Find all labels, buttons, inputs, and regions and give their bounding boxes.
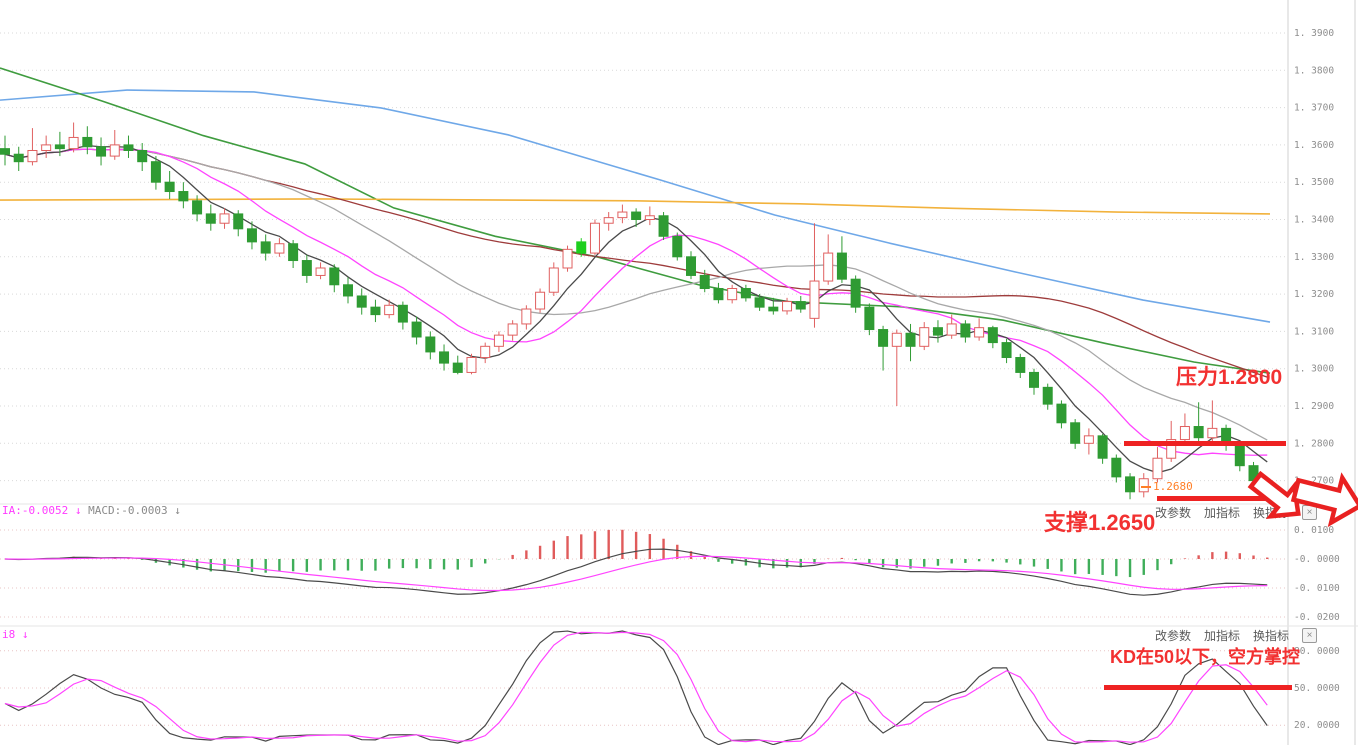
- axis-tick-label: 1. 3500: [1294, 177, 1334, 188]
- axis-tick-label: -0. 0200: [1294, 612, 1340, 623]
- price-tag-value: 1.2680: [1153, 480, 1193, 493]
- switch-indicator-link[interactable]: 换指标: [1253, 506, 1290, 520]
- axis-tick-label: -0. 0000: [1294, 554, 1340, 565]
- long-ma-lines: [0, 67, 1271, 374]
- change-params-link[interactable]: 改参数: [1155, 629, 1192, 643]
- macd-indicator: [4, 529, 1269, 596]
- kd-annotation: KD在50以下，空方掌控: [1110, 647, 1301, 667]
- last-price-tag: 1.2680: [1141, 480, 1193, 493]
- close-icon[interactable]: ×: [1302, 505, 1318, 520]
- dea-value: IA:-0.0052 ↓: [2, 504, 82, 517]
- axis-tick-label: -0. 0100: [1294, 583, 1340, 594]
- support-annotation: 支撑1.2650: [1044, 510, 1156, 535]
- macd-toolbar: 改参数 加指标 换指标 ×: [1155, 504, 1318, 521]
- resistance-line: [1124, 441, 1286, 446]
- axis-tick-label: 1. 3600: [1294, 140, 1334, 151]
- axis-tick-label: 1. 2800: [1294, 438, 1334, 449]
- axis-tick-label: 1. 2700: [1294, 476, 1334, 487]
- kd-50-line: [1104, 685, 1292, 690]
- macd-header: IA:-0.0052 ↓ MACD:-0.0003 ↓: [2, 504, 181, 517]
- axis-tick-label: 50. 0000: [1294, 683, 1340, 694]
- axis-tick-label: 1. 2900: [1294, 401, 1334, 412]
- switch-indicator-link[interactable]: 换指标: [1253, 629, 1290, 643]
- resistance-annotation: 压力1.2800: [1176, 366, 1283, 389]
- price-axis-labels: 1. 3900 1. 3800 1. 3700 1. 3600 1. 3500 1. 34…: [1294, 28, 1340, 731]
- axis-tick-label: 1. 3100: [1294, 326, 1334, 337]
- kd-header: i8 ↓: [2, 628, 29, 641]
- axis-tick-label: 20. 0000: [1294, 720, 1340, 731]
- kd-toolbar: 改参数 加指标 换指标 ×: [1155, 627, 1318, 644]
- axis-tick-label: 1. 3700: [1294, 103, 1334, 114]
- add-indicator-link[interactable]: 加指标: [1204, 629, 1241, 643]
- kd-value: i8 ↓: [2, 628, 29, 641]
- kd-gridlines: [0, 650, 1288, 726]
- axis-tick-label: 80. 0000: [1294, 646, 1340, 657]
- axis-tick-label: 1. 3900: [1294, 28, 1334, 39]
- axis-tick-label: 1. 3300: [1294, 252, 1334, 263]
- support-line: [1157, 496, 1293, 501]
- macd-value: MACD:-0.0003 ↓: [88, 504, 181, 517]
- axis-tick-label: 0. 0100: [1294, 525, 1334, 536]
- axis-tick-label: 1. 3800: [1294, 65, 1334, 76]
- price-tag-marker-icon: [1141, 485, 1151, 488]
- main-gridlines: [0, 32, 1288, 482]
- add-indicator-link[interactable]: 加指标: [1204, 506, 1241, 520]
- axis-tick-label: 1. 3000: [1294, 364, 1334, 375]
- change-params-link[interactable]: 改参数: [1155, 506, 1192, 520]
- kd-indicator: [4, 630, 1268, 745]
- close-icon[interactable]: ×: [1302, 628, 1318, 643]
- macd-gridlines: [0, 529, 1288, 618]
- candlesticks: [0, 122, 1273, 500]
- axis-tick-label: 1. 3400: [1294, 215, 1334, 226]
- axis-tick-label: 1. 3200: [1294, 289, 1334, 300]
